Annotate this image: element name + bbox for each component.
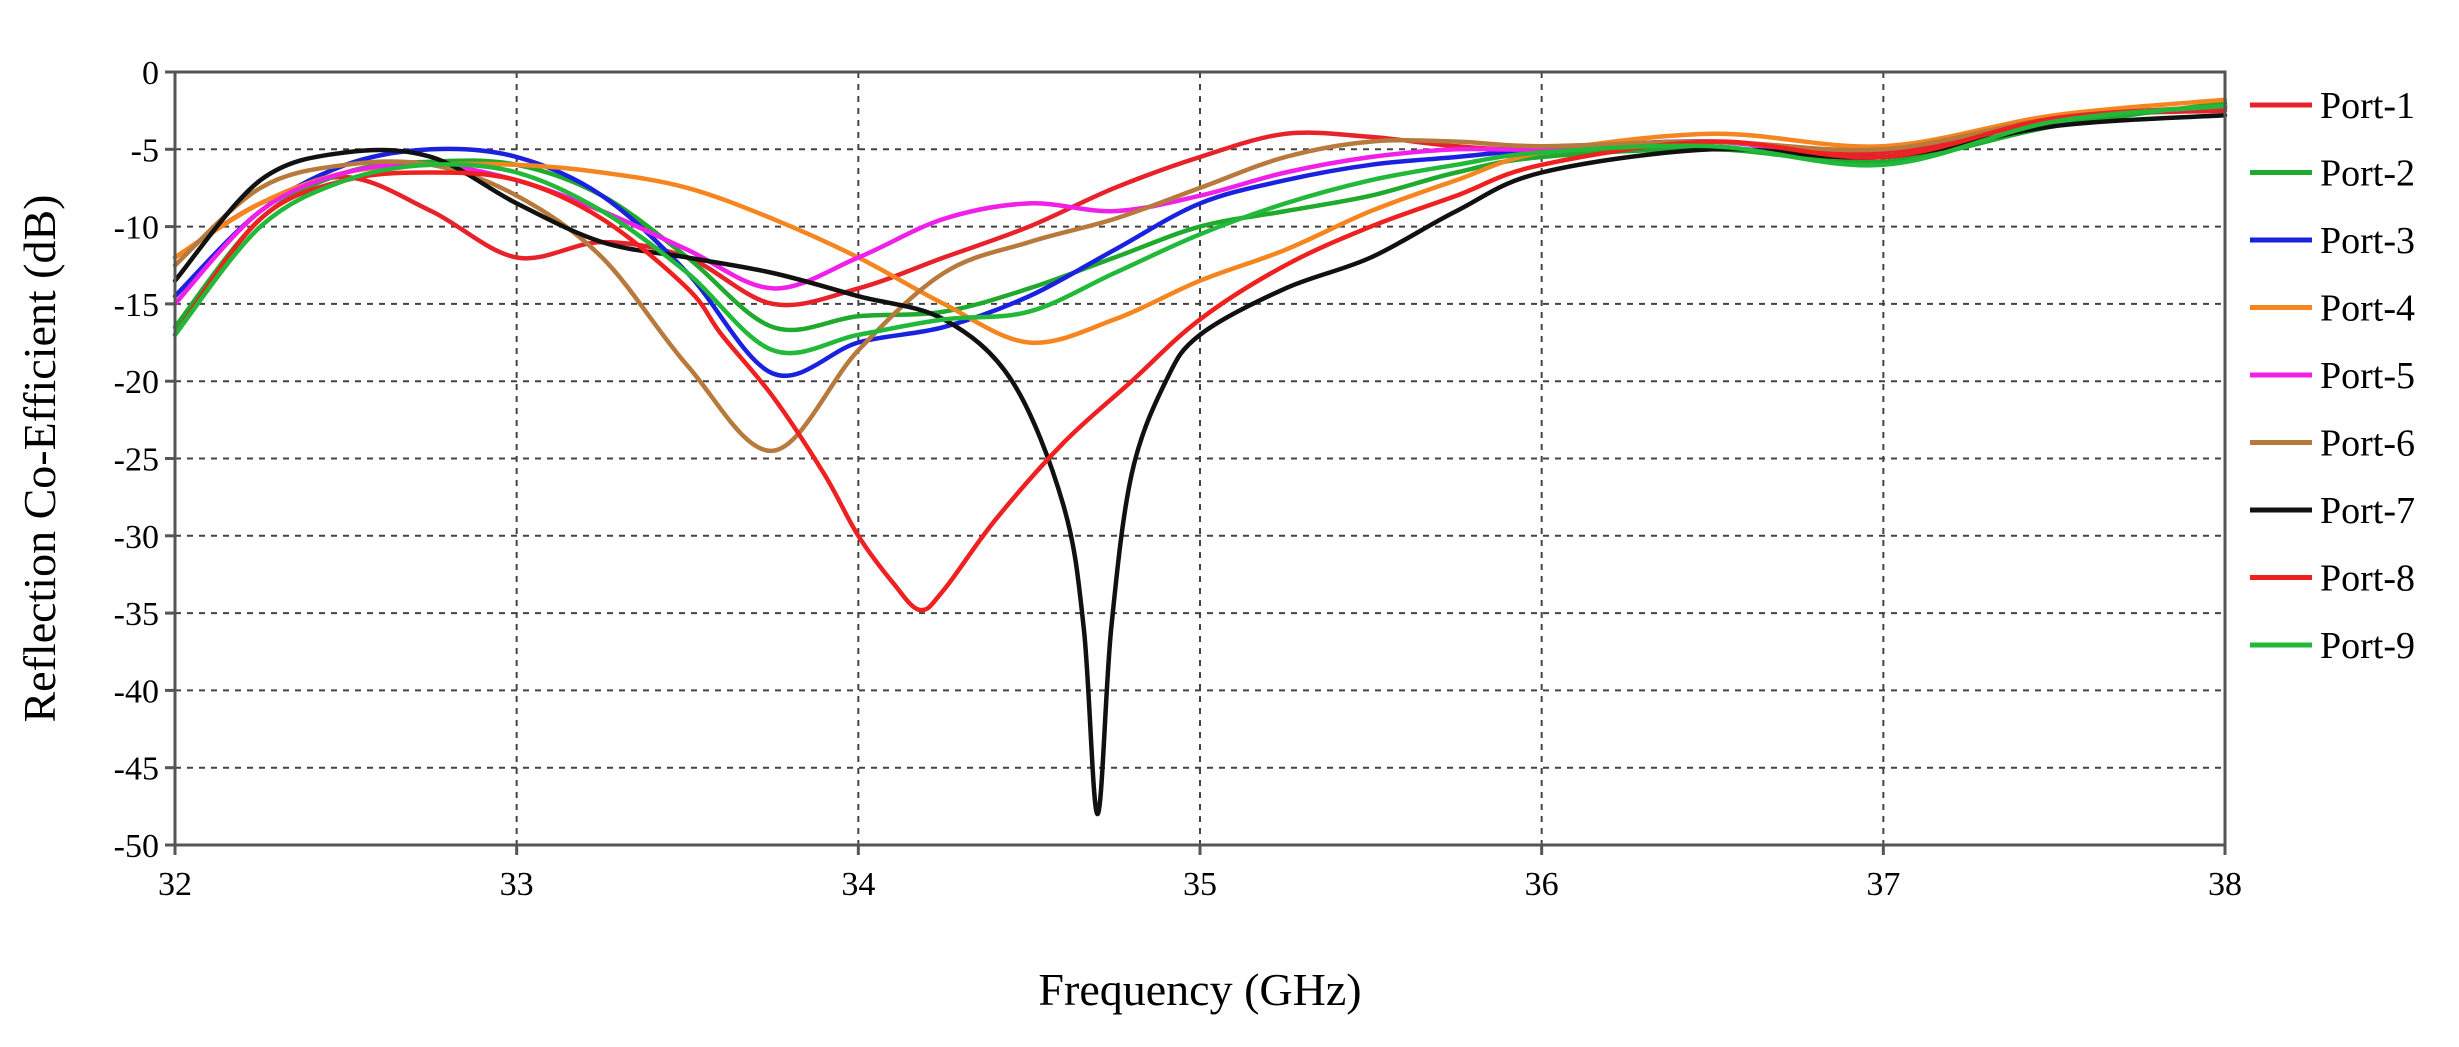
legend-label-port-1: Port-1 — [2320, 85, 2415, 127]
y-tick-label--30: -30 — [114, 519, 159, 556]
x-tick-label-32: 32 — [158, 866, 192, 903]
x-tick-label-37: 37 — [1866, 866, 1900, 903]
series-line-port-9 — [172, 103, 2228, 356]
legend-item-port-6: Port-6 — [2250, 423, 2415, 465]
legend-label-port-4: Port-4 — [2320, 288, 2415, 330]
legend-label-port-3: Port-3 — [2320, 220, 2415, 262]
legend-label-port-7: Port-7 — [2320, 490, 2415, 532]
legend-label-port-6: Port-6 — [2320, 423, 2415, 465]
legend: Port-1 Port-2 Port-3 Port-4 Port-5 Port-6 Port… — [2250, 85, 2415, 667]
x-tick-label-35: 35 — [1183, 866, 1217, 903]
y-tick-label--35: -35 — [114, 596, 159, 633]
x-tick-label-33: 33 — [500, 866, 534, 903]
x-axis-title: Frequency (GHz) — [1038, 964, 1361, 1015]
legend-label-port-9: Port-9 — [2320, 625, 2415, 667]
legend-label-port-2: Port-2 — [2320, 153, 2415, 195]
legend-item-port-9: Port-9 — [2250, 625, 2415, 667]
legend-item-port-1: Port-1 — [2250, 85, 2415, 127]
legend-item-port-4: Port-4 — [2250, 288, 2415, 330]
y-axis-title: Reflection Co-Efficient (dB) — [14, 195, 65, 723]
y-tick-label--5: -5 — [131, 132, 159, 169]
x-tick-label-38: 38 — [2208, 866, 2242, 903]
legend-label-port-5: Port-5 — [2320, 355, 2415, 397]
legend-label-port-8: Port-8 — [2320, 558, 2415, 600]
grid — [175, 72, 2225, 845]
x-tick-label-34: 34 — [841, 866, 875, 903]
x-tick-label-36: 36 — [1525, 866, 1559, 903]
y-tick-label--25: -25 — [114, 442, 159, 479]
series-line-port-7 — [172, 113, 2228, 817]
y-tick-label--45: -45 — [114, 751, 159, 788]
y-tick-label--20: -20 — [114, 364, 159, 401]
legend-item-port-2: Port-2 — [2250, 153, 2415, 195]
legend-item-port-5: Port-5 — [2250, 355, 2415, 397]
legend-item-port-8: Port-8 — [2250, 558, 2415, 600]
legend-item-port-7: Port-7 — [2250, 490, 2415, 532]
y-tick-label--15: -15 — [114, 287, 159, 324]
y-tick-label--50: -50 — [114, 828, 159, 865]
y-tick-label--10: -10 — [114, 210, 159, 247]
axis-ticks: 32 33 34 35 36 37 38 0 -5 -10 -15 -20 -25 -30 -35 -40 -4… — [114, 55, 2242, 903]
legend-item-port-3: Port-3 — [2250, 220, 2415, 262]
series-lines — [172, 97, 2228, 817]
y-tick-label-0: 0 — [142, 55, 159, 92]
y-tick-label--40: -40 — [114, 673, 159, 710]
